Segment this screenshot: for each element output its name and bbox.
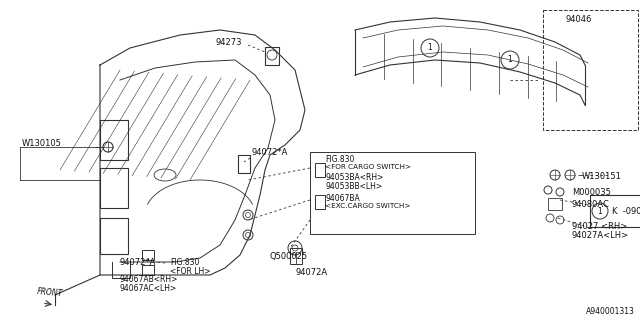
Text: 94072A: 94072A	[295, 268, 327, 277]
Text: A940001313: A940001313	[586, 307, 635, 316]
Bar	[142, 250, 154, 260]
Text: FRONT: FRONT	[36, 287, 63, 298]
Bar	[590, 195, 640, 227]
Bar	[238, 155, 250, 173]
Text: <EXC.CARGO SWITCH>: <EXC.CARGO SWITCH>	[325, 203, 410, 209]
Text: W130105: W130105	[22, 139, 62, 148]
Text: 94067BA: 94067BA	[325, 194, 360, 203]
Text: Q500025: Q500025	[270, 252, 308, 261]
Bar	[100, 168, 128, 208]
Text: 94046: 94046	[565, 15, 591, 24]
Text: 94080AC: 94080AC	[572, 200, 610, 209]
Text: K  -0903〉: K -0903〉	[612, 206, 640, 215]
Text: W130151: W130151	[582, 172, 622, 181]
Bar	[100, 218, 128, 254]
Text: 94027A<LH>: 94027A<LH>	[572, 231, 629, 240]
Text: 94027 <RH>: 94027 <RH>	[572, 222, 627, 231]
Bar	[548, 198, 562, 210]
Text: 1: 1	[508, 55, 513, 65]
Text: FIG.830: FIG.830	[325, 155, 355, 164]
Text: 94053BB<LH>: 94053BB<LH>	[325, 182, 382, 191]
Bar	[142, 265, 154, 275]
Text: <FOR CARGO SWITCH>: <FOR CARGO SWITCH>	[325, 164, 411, 170]
Text: 1: 1	[428, 44, 433, 52]
Bar	[315, 195, 325, 209]
Bar	[315, 163, 325, 177]
Text: 1: 1	[598, 206, 602, 215]
Text: 94053BA<RH>: 94053BA<RH>	[325, 173, 383, 182]
Text: 94067AB<RH>: 94067AB<RH>	[120, 275, 179, 284]
Bar	[543, 10, 638, 130]
Text: 94273: 94273	[215, 38, 241, 47]
Bar	[265, 47, 279, 65]
Text: M000035: M000035	[572, 188, 611, 197]
Bar	[100, 120, 128, 160]
Text: 94072*A: 94072*A	[252, 148, 289, 157]
Text: 94067AC<LH>: 94067AC<LH>	[120, 284, 177, 293]
Text: 94072*A: 94072*A	[120, 258, 156, 267]
Bar	[310, 152, 475, 234]
Bar	[290, 248, 302, 264]
Text: <FOR LH>: <FOR LH>	[170, 267, 211, 276]
Text: FIG.830: FIG.830	[170, 258, 200, 267]
